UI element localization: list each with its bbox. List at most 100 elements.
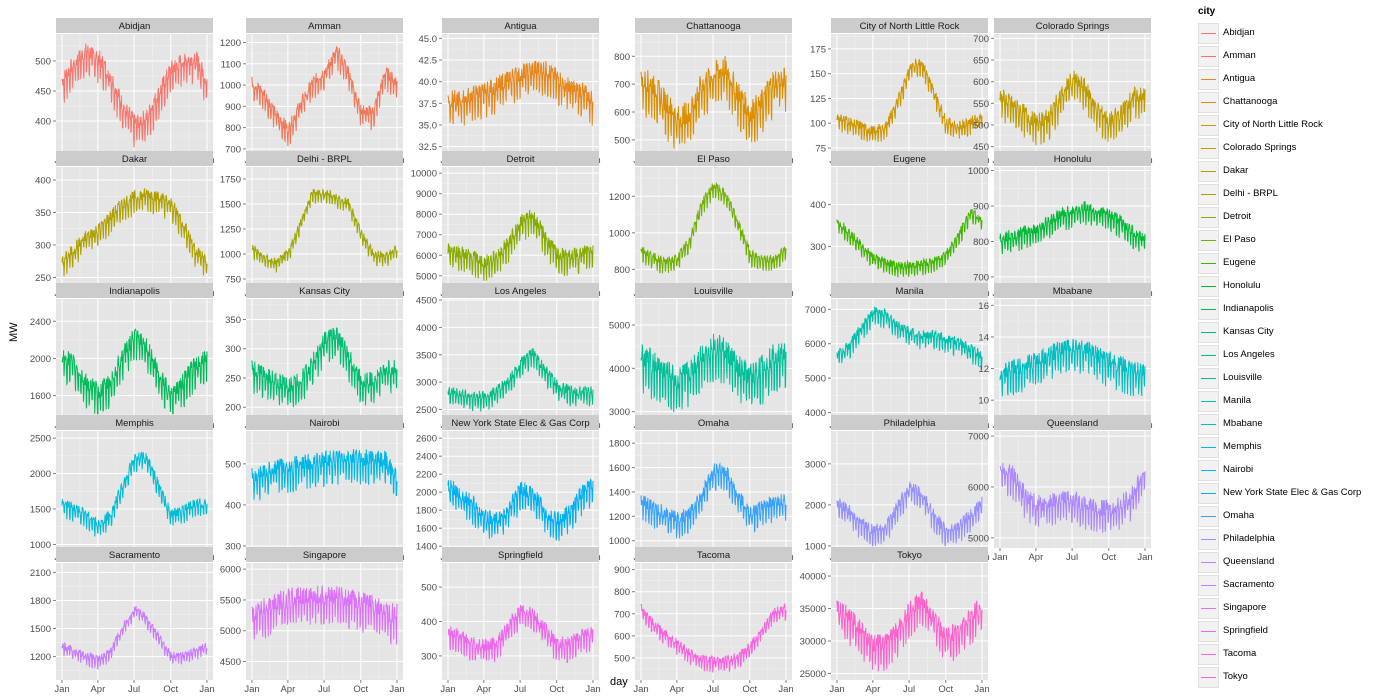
y-tick-label: 300 [35, 241, 51, 252]
y-tick-label: 3000 [805, 459, 826, 470]
legend-key [1198, 138, 1219, 159]
legend-line [1201, 470, 1216, 471]
panel-honolulu: Honolulu7008009001000JanAprJulOctJan [968, 151, 1153, 299]
series-line [999, 70, 1146, 146]
legend-line [1201, 447, 1216, 448]
panel-mbabane: Mbabane10121416JanAprJulOctJan [978, 283, 1153, 431]
panel-title: Sacramento [109, 550, 160, 561]
legend-label: Amman [1223, 50, 1256, 61]
x-tick-label: Apr [476, 684, 491, 695]
y-tick-label: 400 [35, 176, 51, 187]
panel-kansas-city: Kansas City200250300350JanAprJulOctJan [225, 283, 405, 431]
legend-label: Mbabane [1223, 418, 1263, 429]
panel-strip [246, 547, 403, 562]
legend-line [1201, 286, 1216, 287]
x-tick-label: Jan [992, 552, 1007, 563]
panel-strip [994, 18, 1151, 33]
y-tick-label: 700 [225, 144, 241, 155]
legend-key [1198, 23, 1219, 44]
y-tick-label: 150 [810, 69, 826, 80]
y-tick-label: 2000 [416, 488, 437, 499]
x-tick-label: Jul [1066, 552, 1078, 563]
y-tick-label: 10 [978, 396, 989, 407]
y-tick-label: 800 [614, 52, 630, 63]
legend-line [1201, 263, 1216, 264]
y-tick-label: 6000 [968, 482, 989, 493]
y-tick-label: 1800 [609, 439, 630, 450]
legend-key [1198, 161, 1219, 182]
legend-key [1198, 598, 1219, 619]
panel-strip [831, 415, 988, 430]
legend-item: Dakar [1196, 160, 1396, 183]
y-tick-label: 1200 [220, 38, 241, 49]
y-tick-label: 3500 [416, 350, 437, 361]
legend-key [1198, 483, 1219, 504]
legend-label: Los Angeles [1223, 349, 1275, 360]
panel-title: Indianapolis [109, 286, 160, 297]
y-tick-label: 5000 [416, 271, 437, 282]
y-tick-label: 300 [810, 242, 826, 253]
x-tick-label: Oct [549, 684, 564, 695]
panel-tacoma: Tacoma 500 600 700 800 900 Jan Apr Jul Oct Jan [614, 547, 794, 695]
legend-item: Abidjan [1196, 22, 1396, 45]
y-tick-label: 400 [225, 500, 241, 511]
x-tick-label: Jan [633, 684, 648, 695]
x-tick-label: Jul [903, 684, 915, 695]
legend-item: Colorado Springs [1196, 137, 1396, 160]
panel-sacramento: Sacramento 1200 1500 1800 2100 Jan Apr Jul Oct Ja… [30, 547, 215, 695]
panel-title: Tokyo [897, 550, 922, 561]
legend-item: Tokyo [1196, 666, 1396, 689]
legend-key [1198, 460, 1219, 481]
panel-strip [442, 18, 599, 33]
panel-title: Omaha [698, 418, 730, 429]
y-tick-label: 650 [973, 56, 989, 67]
legend-key [1198, 345, 1219, 366]
panel-title: Philadelphia [884, 418, 936, 429]
panel-title: Manila [896, 286, 925, 297]
panel-strip [831, 18, 988, 33]
y-tick-label: 2500 [416, 405, 437, 416]
legend-key [1198, 368, 1219, 389]
legend-key [1198, 299, 1219, 320]
series-line [447, 348, 594, 412]
panel-strip [56, 283, 213, 298]
legend-label: Tokyo [1223, 671, 1248, 682]
legend-line [1201, 654, 1216, 655]
legend-item: Tacoma [1196, 643, 1396, 666]
y-tick-label: 2600 [416, 434, 437, 445]
legend-key [1198, 253, 1219, 274]
panel-strip [831, 151, 988, 166]
series-line [251, 188, 398, 273]
y-tick-label: 700 [614, 609, 630, 620]
panel-strip [246, 151, 403, 166]
legend-item: Eugene [1196, 252, 1396, 275]
x-tick-label: Jan [585, 684, 600, 695]
panel-strip [56, 547, 213, 562]
legend-line [1201, 493, 1216, 494]
panel-strip [635, 18, 792, 33]
y-tick-label: 12 [978, 364, 989, 375]
x-tick-label: Apr [669, 684, 684, 695]
panel-strip [56, 151, 213, 166]
legend-label: City of North Little Rock [1223, 119, 1323, 130]
series-line [836, 481, 983, 547]
legend-label: El Paso [1223, 234, 1256, 245]
legend-key [1198, 575, 1219, 596]
x-tick-label: Jan [778, 684, 793, 695]
y-tick-label: 14 [978, 332, 989, 343]
legend-key [1198, 322, 1219, 343]
series-line [836, 57, 983, 142]
y-tick-label: 700 [973, 272, 989, 283]
y-tick-label: 4000 [609, 364, 630, 375]
y-tick-label: 250 [35, 273, 51, 284]
series-line [251, 327, 398, 408]
y-tick-label: 3000 [609, 407, 630, 418]
legend-key [1198, 115, 1219, 136]
y-tick-label: 3000 [416, 378, 437, 389]
series-line [836, 208, 983, 278]
legend-line [1201, 217, 1216, 218]
series-line [447, 478, 594, 541]
panel-title: Delhi - BRPL [297, 154, 352, 165]
panel-el-paso: El Paso80010001200JanAprJulOctJan [609, 151, 794, 299]
panel-strip [994, 415, 1151, 430]
